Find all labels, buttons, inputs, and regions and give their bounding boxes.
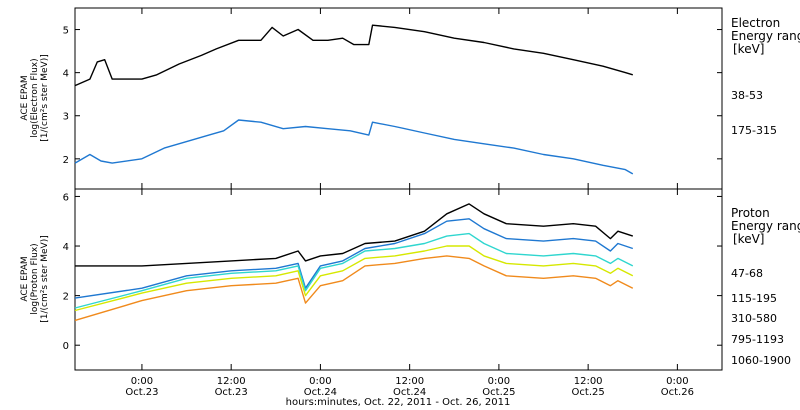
proton-legend-title-3: [keV] [733,232,764,246]
electron-legend: Electron Energy ranges [keV] 38-53 175-3… [731,16,800,137]
legend-item-47-68: 47-68 [731,267,763,280]
proton-series-1060-1900 [74,255,634,322]
proton-y-tick-label-0: 0 [63,341,69,352]
proton-ylabel-line1: ACE EPAM [20,256,30,301]
electron-y-tick-label-2: 2 [63,155,69,166]
legend-item-1060-1900: 1060-1900 [731,354,791,367]
legend-item-795-1193: 795-1193 [731,333,784,346]
proton-x-ticks [141,189,678,370]
electron-y-tick-label-3: 3 [63,112,69,123]
proton-y-ticks: 0 2 4 6 [63,192,722,352]
x-tick-time-4: 0:00 [488,376,510,387]
electron-series-175-315 [74,119,634,175]
proton-legend-title-2: Energy ranges [731,219,800,233]
electron-legend-title-1: Electron [731,16,780,30]
proton-ylabel-line3: [1/(cm²s ster MeV)] [40,235,50,322]
proton-series-47-68 [75,203,634,267]
x-tick-date-3: Oct.24 [393,387,426,398]
proton-series-310-580 [74,232,634,309]
electron-y-tick-label-5: 5 [63,26,69,37]
electron-ylabel-line2: log(Electron Flux) [30,58,40,137]
electron-y-tick-label-4: 4 [63,69,69,80]
x-tick-time-5: 12:00 [574,376,603,387]
legend-item-38-53: 38-53 [731,89,763,102]
proton-ylabel-line2: log(Proton Flux) [30,243,40,314]
proton-series-795-1193 [74,245,634,312]
x-tick-time-2: 0:00 [309,376,331,387]
proton-y-tick-label-6: 6 [63,192,69,203]
x-tick-date-5: Oct.25 [572,387,605,398]
legend-item-115-195: 115-195 [731,292,777,305]
x-tick-time-1: 12:00 [217,376,246,387]
proton-series-115-195 [74,218,634,299]
electron-legend-title-3: [keV] [733,42,764,56]
electron-series [74,24,634,175]
proton-y-tick-label-4: 4 [63,242,69,253]
electron-ylabel-line1: ACE EPAM [20,75,30,120]
proton-panel: 0 2 4 6 ACE EPAM log(Proton Flux) [1/(cm²s … [20,188,800,371]
x-tick-date-2: Oct.24 [304,387,337,398]
electron-legend-title-2: Energy ranges [731,29,800,43]
x-tick-time-3: 12:00 [395,376,424,387]
electron-ylabel-line3: [1/(cm²s ster MeV)] [40,54,50,141]
proton-plot-frame [74,188,723,371]
x-tick-date-0: Oct.23 [125,387,158,398]
x-tick-date-6: Oct.26 [661,387,694,398]
proton-y-tick-label-2: 2 [63,292,69,303]
proton-legend-title-1: Proton [731,206,770,220]
x-tick-date-4: Oct.25 [482,387,515,398]
x-axis-title: hours:minutes, Oct. 22, 2011 - Oct. 26, … [286,397,511,408]
electron-x-ticks [141,8,678,189]
legend-item-310-580: 310-580 [731,312,777,325]
electron-y-ticks: 2 3 4 5 [63,26,722,166]
x-tick-labels: 0:00Oct.2312:00Oct.230:00Oct.2412:00Oct.… [125,376,694,398]
x-tick-date-1: Oct.23 [215,387,248,398]
x-tick-time-6: 0:00 [666,376,688,387]
electron-panel: 2 3 4 5 ACE EPAM log(Electron Flux) [1/(cm²… [20,7,800,190]
x-tick-time-0: 0:00 [131,376,153,387]
electron-plot-frame [74,7,723,190]
legend-item-175-315: 175-315 [731,124,777,137]
proton-legend: Proton Energy ranges [keV] 47-68 115-195… [731,206,800,367]
electron-series-38-53 [74,24,633,87]
proton-series [74,203,634,322]
